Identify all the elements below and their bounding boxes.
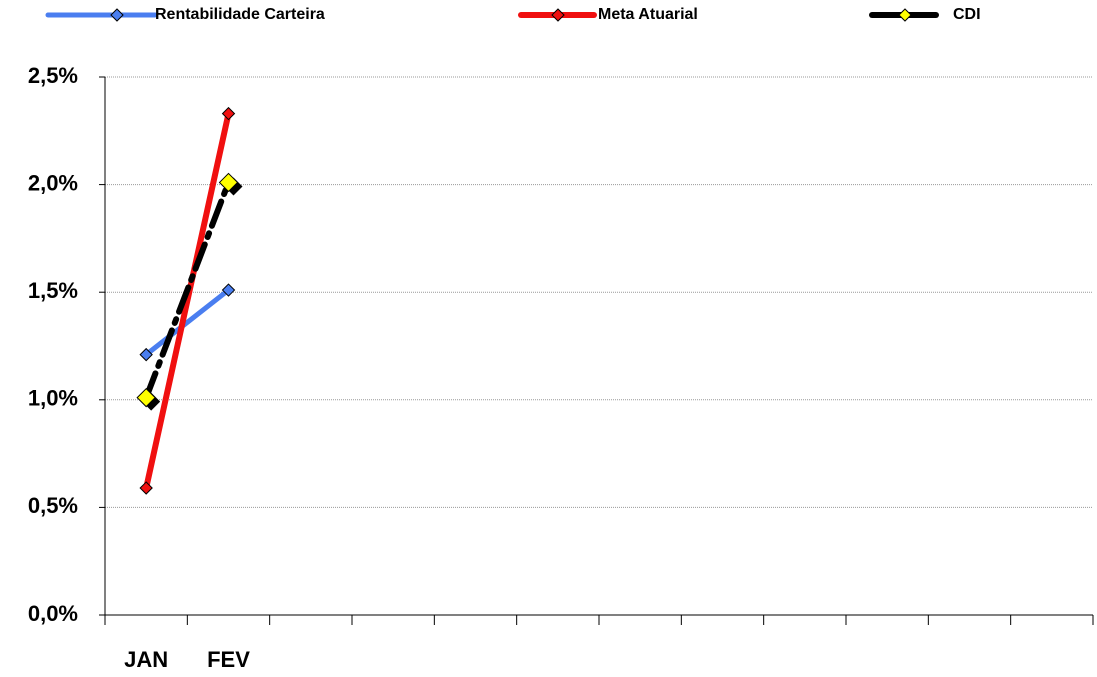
- y-tick-label: 0,0%: [28, 601, 78, 626]
- marker: [139, 481, 153, 495]
- y-tick-label: 1,5%: [28, 278, 78, 303]
- legend-marker: [110, 8, 124, 22]
- marker: [139, 347, 153, 362]
- y-tick-label: 2,0%: [28, 170, 78, 195]
- legend-label: Rentabilidade Carteira: [155, 6, 325, 23]
- series-line: [143, 110, 232, 492]
- marker: [218, 172, 239, 193]
- marker: [221, 106, 236, 121]
- legend-marker: [551, 8, 565, 22]
- marker: [136, 387, 156, 408]
- series-line: [143, 179, 232, 401]
- y-tick-label: 2,5%: [28, 63, 78, 88]
- x-tick-label: JAN: [124, 647, 168, 672]
- legend-marker: [898, 8, 912, 22]
- series-line: [143, 287, 231, 358]
- x-tick-label: FEV: [207, 647, 250, 672]
- y-tick-label: 1,0%: [28, 386, 78, 411]
- y-tick-label: 0,5%: [28, 493, 78, 518]
- marker: [221, 283, 236, 297]
- legend-label: Meta Atuarial: [598, 6, 698, 23]
- legend-label: CDI: [953, 6, 981, 23]
